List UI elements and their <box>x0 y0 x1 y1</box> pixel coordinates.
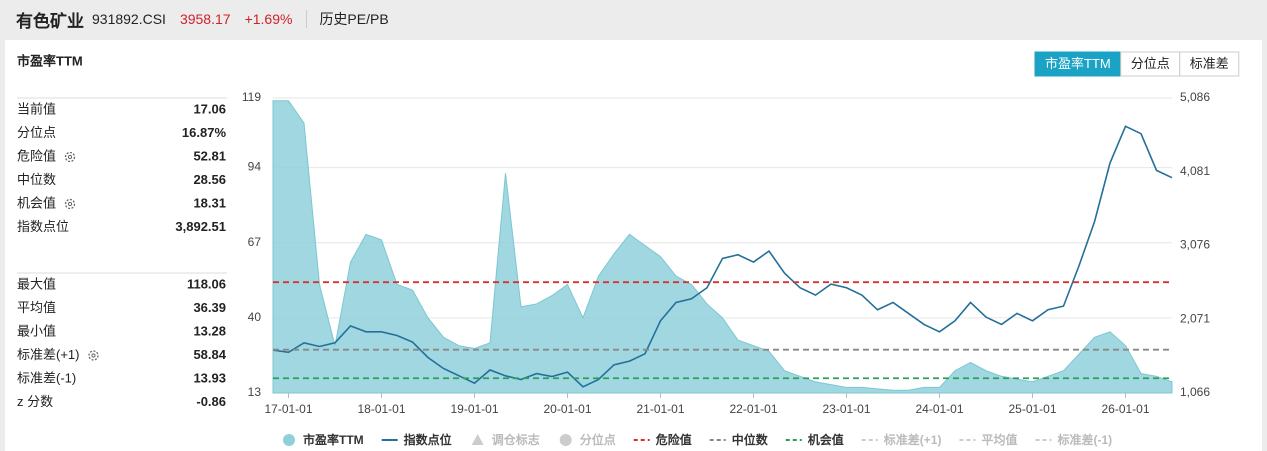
stat-label: 指数点位 <box>17 219 69 234</box>
stat-label: 中位数 <box>17 172 56 187</box>
x-tick-label: 21-01-01 <box>636 402 684 416</box>
y2-tick-label: 5,086 <box>1180 90 1210 104</box>
index-name: 有色矿业 <box>16 11 84 31</box>
legend-item[interactable]: 危险值 <box>633 432 692 447</box>
legend-item[interactable]: 市盈率TTM <box>283 432 364 447</box>
x-tick-label: 18-01-01 <box>357 402 405 416</box>
index-code: 931892.CSI <box>92 11 166 27</box>
button-label: 分位点 <box>1131 56 1170 71</box>
x-tick-label: 23-01-01 <box>822 402 870 416</box>
legend-marker <box>283 434 295 446</box>
pe-area <box>272 100 1173 394</box>
x-tick-label: 26-01-01 <box>1101 402 1149 416</box>
stat-value: 118.06 <box>187 276 226 291</box>
stat-value: 16.87% <box>182 125 227 140</box>
y-tick-label: 119 <box>242 90 261 104</box>
legend-label: 市盈率TTM <box>303 432 364 447</box>
legend-item[interactable]: 调仓标志 <box>471 432 540 447</box>
price: 3958.17 <box>179 11 231 27</box>
stat-value: 13.93 <box>193 370 226 385</box>
legend-item[interactable]: 分位点 <box>559 432 616 447</box>
y-tick-label: 13 <box>248 385 262 399</box>
legend-marker <box>471 434 484 445</box>
y2-tick-label: 1,066 <box>1180 385 1210 399</box>
stat-label: 平均值 <box>17 300 56 315</box>
legend-item[interactable]: 平均值 <box>959 432 1017 447</box>
legend-item[interactable]: 标准差(-1) <box>1035 432 1112 447</box>
y-tick-label: 40 <box>248 310 262 324</box>
stat-value: 52.81 <box>193 148 226 163</box>
stat-label: 分位点 <box>17 125 56 140</box>
legend-label: 平均值 <box>981 432 1017 447</box>
y2-tick-label: 2,071 <box>1180 311 1210 325</box>
stat-label: 当前值 <box>17 101 56 116</box>
stat-label: 危险值 <box>17 148 56 163</box>
gear-icon <box>67 201 73 207</box>
button-label: 市盈率TTM <box>1045 56 1111 71</box>
gear-icon <box>91 353 96 358</box>
gear-icon <box>67 154 73 160</box>
toggle-button[interactable]: 分位点 <box>1120 51 1181 77</box>
legend-label: 中位数 <box>732 432 769 447</box>
stat-value: -0.86 <box>196 394 226 409</box>
toggle-button[interactable]: 市盈率TTM <box>1034 51 1122 77</box>
stat-value: 58.84 <box>193 347 226 362</box>
y2-tick-label: 3,076 <box>1180 238 1210 252</box>
gear-icon <box>88 350 99 361</box>
button-bg <box>1179 51 1240 77</box>
toggle-button[interactable]: 标准差 <box>1179 51 1240 77</box>
divider <box>306 10 308 28</box>
stat-value: 17.06 <box>193 101 226 116</box>
y2-tick-label: 4,081 <box>1180 164 1210 178</box>
legend-label: 标准差(+1) <box>883 432 942 447</box>
legend-marker <box>559 434 572 446</box>
legend-item[interactable]: 机会值 <box>785 432 844 447</box>
legend-label: 危险值 <box>655 432 692 447</box>
panel: 市盈率TTM 市盈率TTM 分位点 标准差当前值 17.06 分位点 16.87% 危险值 5… <box>5 40 1262 451</box>
x-tick-label: 25-01-01 <box>1008 402 1056 416</box>
header: 有色矿业 931892.CSI 3958.17 +1.69% 历史PE/PB <box>0 0 1267 38</box>
tab[interactable]: 历史PE/PB <box>319 11 389 27</box>
legend-label: 调仓标志 <box>492 432 540 447</box>
y-tick-label: 67 <box>248 235 262 249</box>
stat-value: 13.28 <box>193 323 226 338</box>
stat-label: 最小值 <box>17 323 56 338</box>
stat-value: 36.39 <box>193 300 226 315</box>
x-tick-label: 20-01-01 <box>543 402 591 416</box>
x-tick-label: 19-01-01 <box>450 402 498 416</box>
button-label: 标准差 <box>1190 56 1229 71</box>
x-tick-label: 24-01-01 <box>915 402 963 416</box>
stat-value: 3,892.51 <box>175 219 226 234</box>
gear-icon <box>64 151 76 163</box>
stat-value: 18.31 <box>193 195 226 210</box>
legend-label: 机会值 <box>808 432 844 447</box>
x-tick-label: 22-01-01 <box>729 402 777 416</box>
legend-label: 指数点位 <box>404 432 452 447</box>
panel-title: 市盈率TTM <box>17 53 83 68</box>
change: +1.69% <box>244 11 293 27</box>
gear-icon <box>64 198 76 210</box>
index-line <box>272 125 1173 388</box>
x-tick-label: 17-01-01 <box>264 402 312 416</box>
button-bg <box>1034 51 1122 77</box>
legend-item[interactable]: 标准差(+1) <box>861 432 942 447</box>
y-tick-label: 94 <box>248 160 262 174</box>
legend-item[interactable]: 指数点位 <box>381 432 452 447</box>
legend-label: 标准差(-1) <box>1056 432 1112 447</box>
stat-label: 机会值 <box>17 195 56 210</box>
stat-label: 最大值 <box>17 276 56 291</box>
stat-label: 标准差(+1) <box>17 347 79 362</box>
stat-value: 28.56 <box>193 172 226 187</box>
legend-item[interactable]: 中位数 <box>709 432 769 447</box>
stat-label: 标准差(-1) <box>17 370 76 385</box>
legend-label: 分位点 <box>580 432 616 447</box>
button-bg <box>1120 51 1181 77</box>
stat-label: z 分数 <box>17 394 53 409</box>
